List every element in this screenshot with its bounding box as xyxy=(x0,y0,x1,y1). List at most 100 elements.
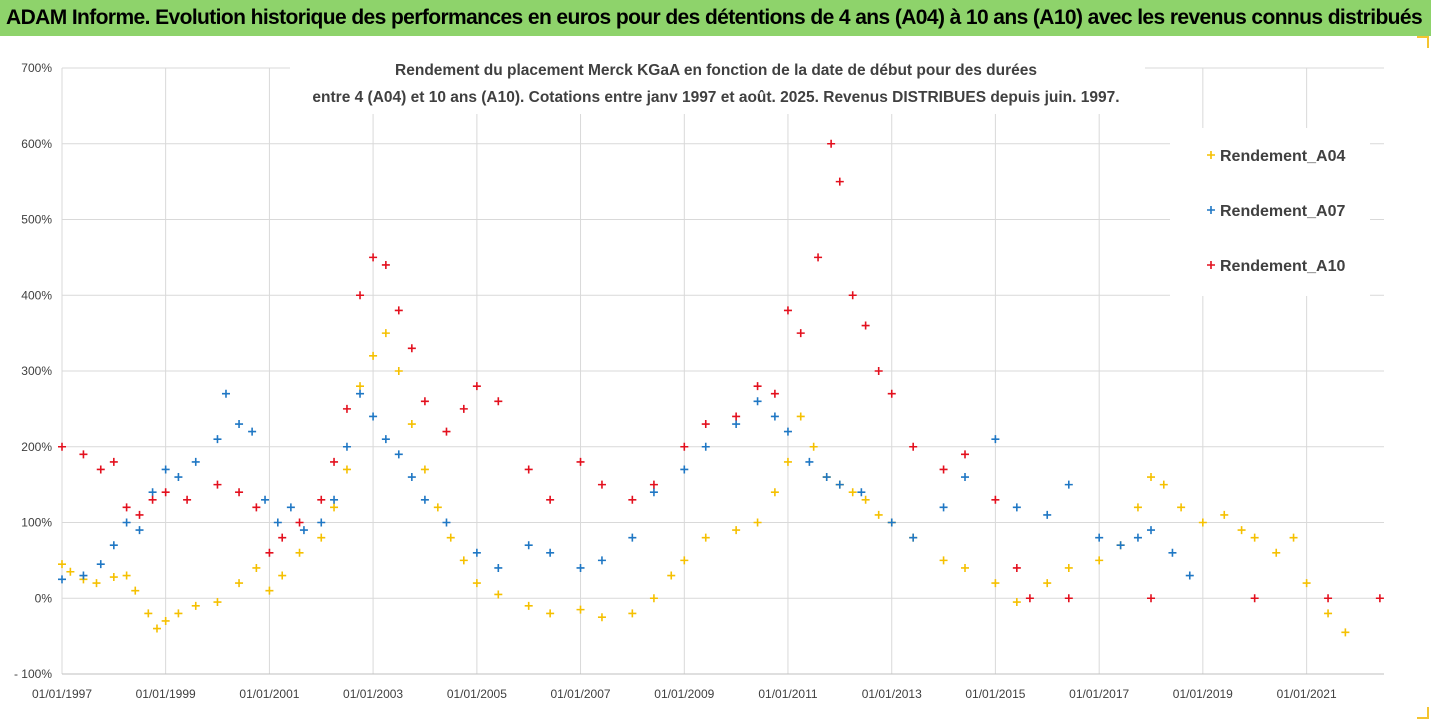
data-point xyxy=(494,590,503,599)
data-point xyxy=(356,382,365,391)
data-point xyxy=(1272,548,1281,557)
chart: - 100% 0% 100% 200% 300% 400% 500% 600% 700% 01/… xyxy=(0,36,1431,721)
data-point xyxy=(770,389,779,398)
gridlines xyxy=(61,67,1384,675)
data-point xyxy=(576,605,585,614)
data-point xyxy=(770,488,779,497)
x-tick-label: 01/01/2019 xyxy=(1173,687,1233,701)
frame-corner-bottom-right xyxy=(1417,707,1429,719)
data-point xyxy=(861,321,870,330)
series-Rendement_A04 xyxy=(58,329,1350,637)
data-point xyxy=(1324,594,1333,603)
data-point xyxy=(407,420,416,429)
data-point xyxy=(342,442,351,451)
data-point xyxy=(805,457,814,466)
data-point xyxy=(796,412,805,421)
data-point xyxy=(822,473,831,482)
y-tick-label: 400% xyxy=(21,288,52,302)
data-point xyxy=(1147,594,1156,603)
data-point xyxy=(796,329,805,338)
data-point xyxy=(161,488,170,497)
data-point xyxy=(144,609,153,618)
x-tick-label: 01/01/2001 xyxy=(239,687,299,701)
data-point xyxy=(235,579,244,588)
data-point xyxy=(827,139,836,148)
data-point xyxy=(961,473,970,482)
data-point xyxy=(252,503,261,512)
data-point xyxy=(680,465,689,474)
data-point xyxy=(330,457,339,466)
data-point xyxy=(342,404,351,413)
data-point xyxy=(317,533,326,542)
data-point xyxy=(861,495,870,504)
data-point xyxy=(1025,594,1034,603)
data-point xyxy=(96,465,105,474)
data-point xyxy=(753,382,762,391)
data-point xyxy=(857,488,866,497)
data-point xyxy=(273,518,282,527)
data-point xyxy=(1043,579,1052,588)
data-point xyxy=(701,420,710,429)
data-point xyxy=(524,541,533,550)
x-tick-label: 01/01/2017 xyxy=(1069,687,1129,701)
data-point xyxy=(58,442,66,451)
data-point xyxy=(1289,533,1298,542)
data-point xyxy=(1168,548,1177,557)
x-tick-label: 01/01/1999 xyxy=(136,687,196,701)
data-point xyxy=(667,571,676,580)
x-tick-label: 01/01/2021 xyxy=(1277,687,1337,701)
data-point xyxy=(174,609,183,618)
data-point xyxy=(122,571,131,580)
data-point xyxy=(1095,556,1104,565)
data-point xyxy=(420,465,429,474)
data-point xyxy=(814,253,823,262)
data-point xyxy=(221,389,230,398)
data-point xyxy=(286,503,295,512)
data-point xyxy=(909,533,918,542)
data-point xyxy=(135,510,144,519)
data-point xyxy=(148,495,157,504)
data-point xyxy=(939,465,948,474)
y-tick-label: 200% xyxy=(21,440,52,454)
data-point xyxy=(1177,503,1186,512)
data-point xyxy=(1064,480,1073,489)
data-point xyxy=(442,427,451,436)
data-point xyxy=(1237,526,1246,535)
data-point xyxy=(1133,503,1142,512)
legend-entry: Rendement_A07 xyxy=(1220,203,1345,220)
legend-entry: Rendement_A10 xyxy=(1220,258,1345,275)
data-point xyxy=(680,556,689,565)
data-point xyxy=(148,488,157,497)
data-point xyxy=(152,624,161,633)
data-point xyxy=(809,442,818,451)
data-point xyxy=(783,306,792,315)
data-point xyxy=(369,351,378,360)
legend-background xyxy=(1170,128,1370,296)
data-point xyxy=(161,465,170,474)
data-point xyxy=(235,420,244,429)
legend-entry: Rendement_A04 xyxy=(1220,148,1345,165)
data-point xyxy=(874,367,883,375)
data-point xyxy=(783,427,792,436)
data-point xyxy=(939,556,948,565)
legend-marker xyxy=(1207,206,1215,214)
data-point xyxy=(701,533,710,542)
data-point xyxy=(472,579,481,588)
data-point xyxy=(649,594,658,603)
data-point xyxy=(628,609,637,618)
data-point xyxy=(278,571,287,580)
data-point xyxy=(961,450,970,459)
data-point xyxy=(58,575,66,584)
data-point xyxy=(628,495,637,504)
data-point xyxy=(66,567,75,576)
x-tick-label: 01/01/2011 xyxy=(758,687,817,701)
data-point xyxy=(1159,480,1168,489)
data-point xyxy=(442,518,451,527)
y-axis-tick-labels: - 100% 0% 100% 200% 300% 400% 500% 600% 700% xyxy=(14,61,52,681)
data-point xyxy=(835,480,844,489)
data-point xyxy=(58,560,66,569)
data-point xyxy=(252,563,261,572)
data-point xyxy=(1064,594,1073,603)
data-point xyxy=(1012,503,1021,512)
data-point xyxy=(79,450,88,459)
